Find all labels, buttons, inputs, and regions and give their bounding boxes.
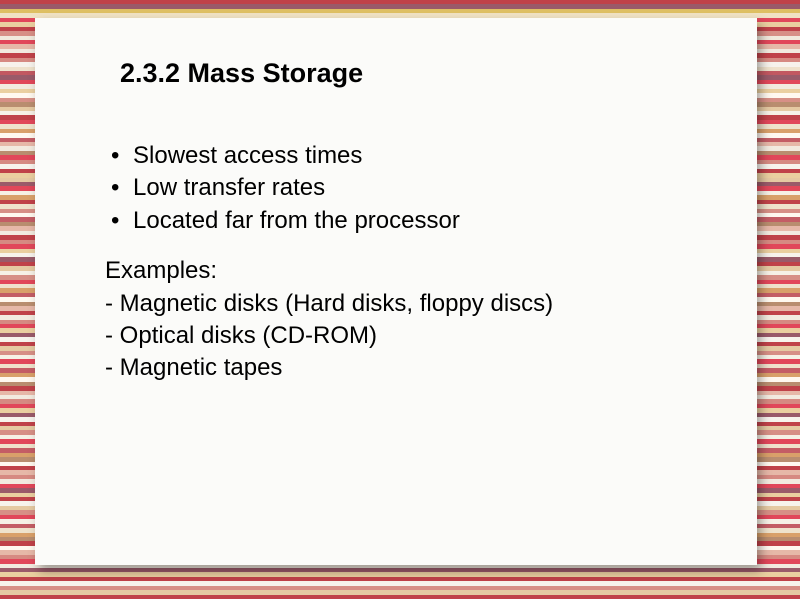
bullet-item: Located far from the processor (105, 205, 553, 237)
example-item: Magnetic disks (Hard disks, floppy discs… (105, 288, 553, 320)
examples-label: Examples: (105, 255, 553, 287)
slide-body: Slowest access timesLow transfer ratesLo… (105, 140, 553, 385)
examples-list: Magnetic disks (Hard disks, floppy discs… (105, 288, 553, 385)
example-item: Optical disks (CD-ROM) (105, 320, 553, 352)
bullet-list: Slowest access timesLow transfer ratesLo… (105, 140, 553, 237)
example-item: Magnetic tapes (105, 352, 553, 384)
bullet-item: Low transfer rates (105, 172, 553, 204)
slide-stage: 2.3.2 Mass Storage Slowest access timesL… (0, 0, 800, 600)
content-card: 2.3.2 Mass Storage Slowest access timesL… (35, 18, 757, 565)
slide-title: 2.3.2 Mass Storage (120, 58, 363, 89)
bullet-item: Slowest access times (105, 140, 553, 172)
